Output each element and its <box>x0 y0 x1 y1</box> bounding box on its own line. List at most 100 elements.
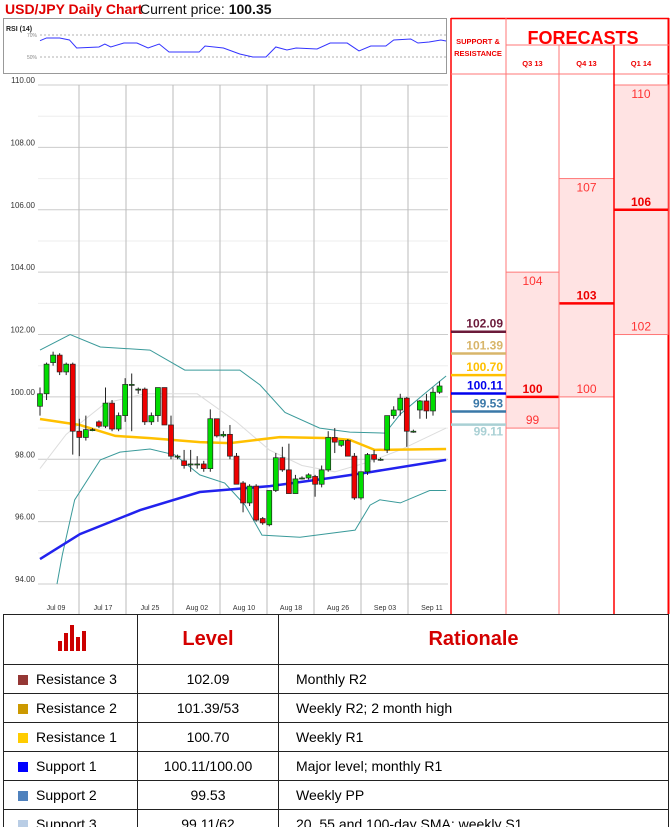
candle <box>76 430 83 438</box>
x-tick-label: Aug 18 <box>280 605 302 612</box>
level-value: 100.11/100.00 <box>137 751 279 781</box>
candle <box>377 458 384 461</box>
candle <box>141 388 148 423</box>
candle <box>436 385 443 393</box>
level-rationale: Weekly R2; 2 month high <box>278 693 669 723</box>
candle <box>43 363 50 395</box>
level-color-swatch <box>18 762 28 772</box>
x-tick-label: Jul 25 <box>141 605 160 612</box>
rsi-tick-label: 50% <box>27 55 38 61</box>
level-rationale: Weekly R1 <box>278 722 669 752</box>
candle <box>122 384 129 416</box>
current-price-value: 100.35 <box>228 1 272 17</box>
level-label: Support 2 <box>36 787 97 803</box>
forecast-median-label: 100 <box>522 382 542 396</box>
candle <box>423 400 430 412</box>
candle <box>168 424 174 457</box>
sr-header: SUPPORT & <box>456 37 500 46</box>
candle <box>37 393 43 407</box>
y-tick-label: 110.00 <box>11 76 35 85</box>
current-price: Current price: 100.35 <box>140 1 272 17</box>
x-tick-label: Jul 09 <box>47 605 66 612</box>
current-price-label: Current price: <box>140 1 225 17</box>
level-color-swatch <box>18 820 28 827</box>
forecast-column-label: Q4 13 <box>576 59 596 68</box>
candle <box>351 455 358 499</box>
level-value: 101.39/53 <box>137 693 279 723</box>
candle <box>417 400 423 411</box>
candle <box>63 363 70 373</box>
x-tick-label: Jul 17 <box>94 605 113 612</box>
forecast-column-label: Q1 14 <box>631 59 652 68</box>
candle <box>135 388 142 391</box>
level-row: Resistance 2 101.39/53 Weekly R2; 2 month … <box>3 693 669 723</box>
candle <box>181 460 187 466</box>
forecast-median-label: 103 <box>576 288 596 302</box>
candle <box>358 471 364 499</box>
level-rationale: Monthly R2 <box>278 664 669 694</box>
candle <box>69 363 76 432</box>
candle <box>50 354 56 363</box>
level-label: Support 1 <box>36 758 97 774</box>
rsi-line <box>39 37 447 58</box>
forecast-high-label: 110 <box>631 87 650 101</box>
forecast-low-label: 99 <box>526 413 540 427</box>
candle <box>220 433 227 437</box>
forecast-low-label: 100 <box>576 382 596 396</box>
y-tick-label: 108.00 <box>11 138 36 147</box>
candle <box>200 463 207 469</box>
y-tick-label: 96.00 <box>15 513 36 522</box>
candle <box>109 402 115 430</box>
level-label-cell: Support 2 <box>3 780 138 810</box>
sr-level-label: 100.70 <box>466 360 503 374</box>
level-label-cell: Resistance 1 <box>3 722 138 752</box>
x-tick-label: Sep 11 <box>421 605 443 612</box>
y-tick-label: 94.00 <box>15 575 36 584</box>
candle <box>292 478 299 494</box>
x-tick-label: Aug 26 <box>327 605 349 612</box>
candle <box>371 454 377 460</box>
candle <box>253 485 259 521</box>
level-value: 100.70 <box>137 722 279 752</box>
level-color-swatch <box>18 704 28 714</box>
chart-title: USD/JPY Daily Chart <box>5 1 143 17</box>
level-label-cell: Support 1 <box>3 751 138 781</box>
forecast-low-label: 102 <box>631 320 651 334</box>
candle <box>384 415 390 451</box>
candle <box>214 418 220 437</box>
level-row: Support 2 99.53 Weekly PP <box>3 780 669 810</box>
candle <box>390 409 397 416</box>
y-tick-label: 106.00 <box>11 201 36 210</box>
level-header: Level <box>137 614 279 665</box>
sr-level-label: 101.39 <box>466 339 503 353</box>
upper-bollinger-band <box>39 333 447 434</box>
price-plot-area <box>37 85 448 614</box>
level-label: Resistance 3 <box>36 671 117 687</box>
bar-chart-icon <box>3 614 138 665</box>
candle <box>299 477 305 480</box>
sr-header: RESISTANCE <box>454 49 502 58</box>
x-tick-label: Aug 10 <box>233 605 255 612</box>
level-row: Support 3 99.11/62 20, 55 and 100-day SMA;… <box>3 809 669 827</box>
candle <box>266 490 273 526</box>
candle <box>174 455 181 458</box>
candle <box>364 454 371 473</box>
candle <box>128 384 135 386</box>
level-label-cell: Resistance 2 <box>3 693 138 723</box>
middle-band <box>39 393 447 473</box>
rsi-title: RSI (14) <box>6 26 32 33</box>
candle <box>403 397 410 432</box>
candle <box>246 485 253 504</box>
candle <box>286 469 292 494</box>
candle <box>430 391 436 412</box>
candle <box>194 463 201 466</box>
candle <box>115 415 122 430</box>
candle <box>279 457 286 471</box>
level-row: Resistance 1 100.70 Weekly R1 <box>3 722 669 752</box>
candle <box>259 518 266 524</box>
candle <box>148 415 155 423</box>
level-color-swatch <box>18 733 28 743</box>
level-color-swatch <box>18 791 28 801</box>
candle <box>155 387 161 416</box>
